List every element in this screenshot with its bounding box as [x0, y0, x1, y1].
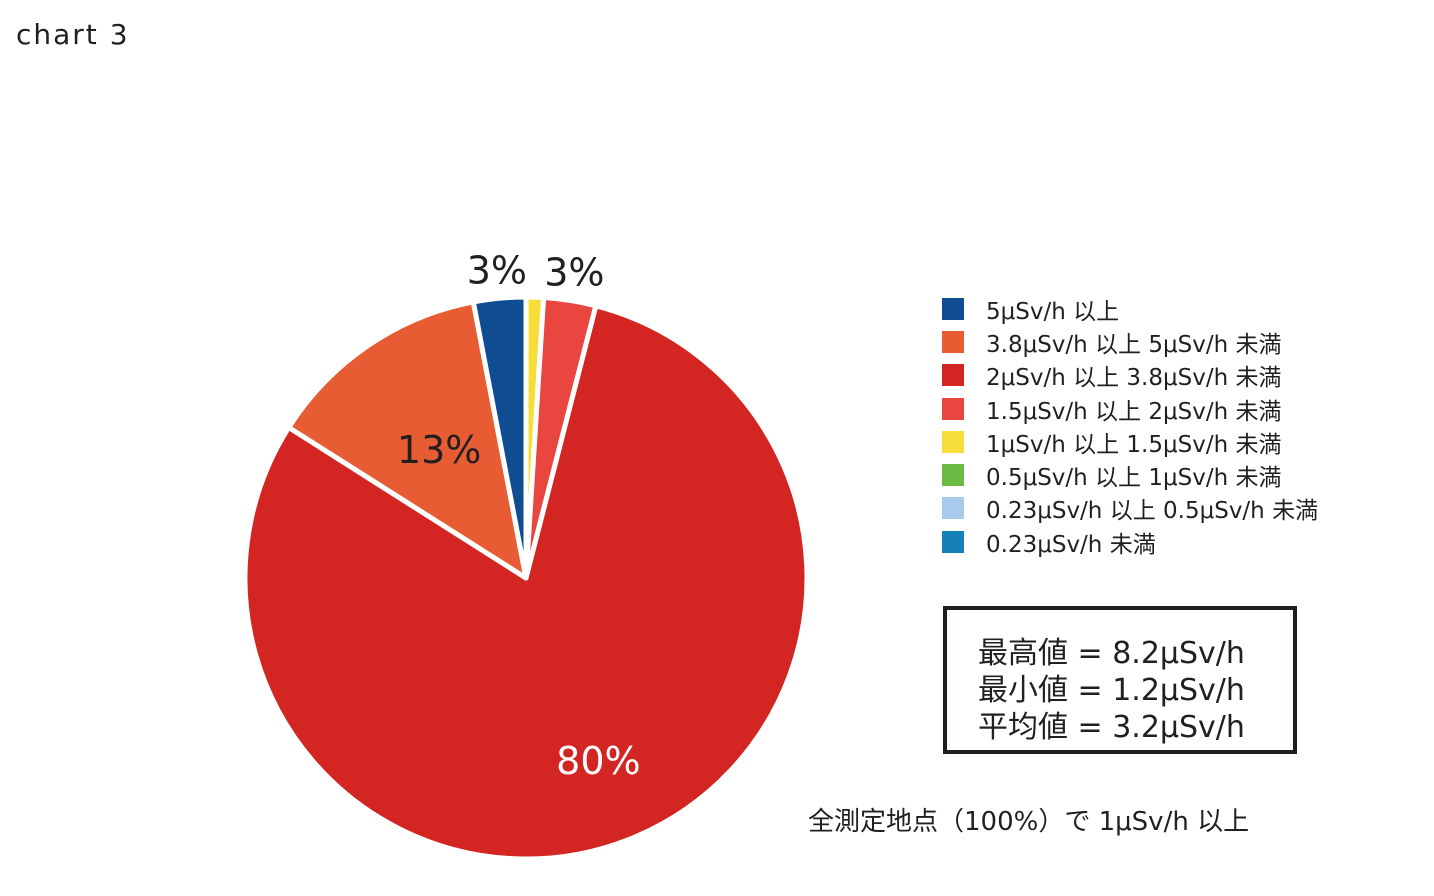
pie-data-labels: 3% 13% 80% 3%: [397, 248, 641, 783]
legend-item: 0.23μSv/h 以上 0.5μSv/h 未満: [942, 492, 1318, 525]
footnote: 全測定地点（100%）で 1μSv/h 以上: [808, 807, 1250, 837]
legend-label: 5μSv/h 以上: [986, 298, 1120, 325]
pie-slice: [470, 294, 529, 581]
legend-swatch: [942, 364, 964, 387]
stats-box: 最高値 = 8.2μSv/h 最小値 = 1.2μSv/h 平均値 = 3.2μ…: [943, 606, 1297, 754]
max-value-text: 最高値 = 8.2μSv/h: [978, 636, 1245, 671]
legend-label: 1μSv/h 以上 1.5μSv/h 未満: [986, 431, 1282, 458]
pie-data-label: 3%: [467, 248, 527, 292]
chart-title: chart 3: [16, 18, 130, 51]
average-value-text: 平均値 = 3.2μSv/h: [978, 710, 1245, 745]
legend-item: 0.23μSv/h 未満: [942, 525, 1318, 558]
legend-item: 5μSv/h 以上: [942, 292, 1318, 325]
legend-label: 2μSv/h 以上 3.8μSv/h 未満: [986, 365, 1282, 392]
legend-swatch: [942, 497, 964, 520]
legend-item: 1.5μSv/h 以上 2μSv/h 未満: [942, 392, 1318, 425]
legend-swatch: [942, 297, 964, 320]
legend-swatch: [942, 530, 964, 553]
pie-data-label: 13%: [397, 428, 481, 472]
legend-swatch: [942, 397, 964, 420]
legend: 5μSv/h 以上 3.8μSv/h 以上 5μSv/h 未満 2μSv/h 以…: [942, 292, 1318, 558]
legend-item: 1μSv/h 以上 1.5μSv/h 未満: [942, 425, 1318, 458]
legend-item: 2μSv/h 以上 3.8μSv/h 未満: [942, 359, 1318, 392]
pie-data-label: 80%: [556, 739, 640, 783]
legend-label: 0.5μSv/h 以上 1μSv/h 未満: [986, 465, 1282, 492]
legend-swatch: [942, 430, 964, 453]
legend-label: 1.5μSv/h 以上 2μSv/h 未満: [986, 398, 1282, 425]
pie-slice: [286, 299, 529, 581]
legend-swatch: [942, 330, 964, 353]
legend-swatch: [942, 464, 964, 487]
legend-label: 3.8μSv/h 以上 5μSv/h 未満: [986, 331, 1282, 358]
min-value-text: 最小値 = 1.2μSv/h: [978, 673, 1245, 708]
legend-item: 0.5μSv/h 以上 1μSv/h 未満: [942, 458, 1318, 491]
legend-item: 3.8μSv/h 以上 5μSv/h 未満: [942, 325, 1318, 358]
pie-slices: [242, 294, 810, 862]
legend-label: 0.23μSv/h 未満: [986, 531, 1156, 558]
pie-data-label: 3%: [544, 251, 604, 295]
legend-label: 0.23μSv/h 以上 0.5μSv/h 未満: [986, 498, 1319, 525]
pie-slice: [242, 303, 810, 862]
